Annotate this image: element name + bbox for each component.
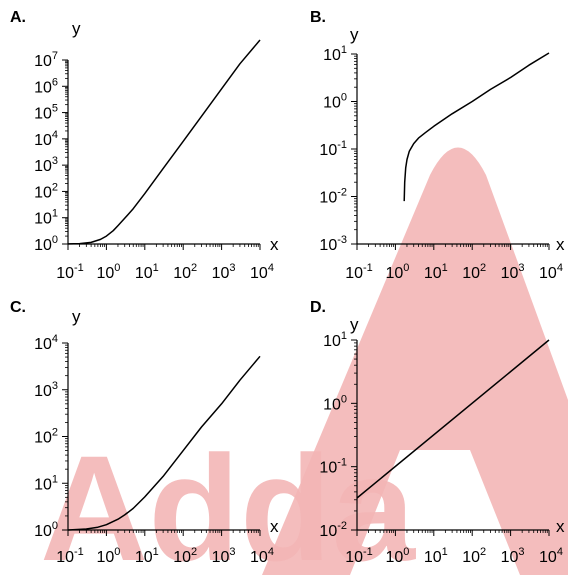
x-tick-label: 103	[212, 262, 236, 282]
chart-panel-c: C. y x 10-1 100 101 102 103 104 100 101 102 103 104	[10, 299, 279, 566]
x-tick-label: 100	[96, 546, 120, 566]
x-tick-label: 101	[135, 546, 159, 566]
x-axis-title: x	[556, 517, 565, 536]
x-tick-label: 102	[173, 546, 197, 566]
x-tick-label: 104	[250, 262, 274, 282]
y-tick-label: 102	[34, 427, 58, 447]
x-tick-label: 103	[501, 262, 525, 282]
y-tick-label: 101	[34, 473, 58, 493]
series-line	[356, 339, 550, 499]
y-axis-title: y	[350, 25, 359, 44]
y-tick-label: 106	[34, 76, 58, 96]
x-tick-label: 103	[212, 546, 236, 566]
panel-label: B.	[310, 9, 326, 26]
x-axis-title: x	[270, 235, 279, 254]
x-tick-label: 10-1	[345, 546, 373, 566]
x-axis-title: x	[556, 235, 565, 254]
panel-label: A.	[10, 9, 26, 26]
y-tick-label: 101	[323, 44, 347, 64]
watermark-text: Adda	[40, 424, 417, 575]
x-tick-label: 100	[385, 262, 409, 282]
y-axis-title: y	[350, 315, 359, 334]
y-tick-label: 100	[34, 520, 58, 540]
y-tick-label: 101	[34, 208, 58, 228]
y-tick-label: 10-2	[319, 520, 347, 540]
x-tick-label: 104	[539, 546, 563, 566]
y-tick-label: 104	[34, 129, 58, 149]
y-tick-label: 100	[34, 234, 58, 254]
y-tick-label: 10-3	[319, 234, 347, 254]
y-tick-label: 105	[34, 103, 58, 123]
chart-panel-d: D. y x 10-1 100 101 102 103 104 10-2 10-1 100 101	[310, 299, 565, 566]
x-tick-label: 102	[462, 262, 486, 282]
y-tick-label: 103	[34, 155, 58, 175]
y-tick-label: 10-2	[319, 187, 347, 207]
x-tick-label: 10-1	[56, 262, 84, 282]
x-tick-label: 101	[424, 262, 448, 282]
y-tick-label: 10-1	[319, 457, 347, 477]
y-axis-title: y	[72, 19, 81, 38]
y-tick-label: 103	[34, 380, 58, 400]
series-line	[67, 355, 261, 531]
x-tick-label: 100	[385, 546, 409, 566]
y-tick-label: 10-1	[319, 139, 347, 159]
x-tick-label: 102	[173, 262, 197, 282]
y-tick-label: 101	[323, 330, 347, 350]
panel-label: D.	[310, 299, 326, 316]
x-tick-label: 101	[424, 546, 448, 566]
x-axis-title: x	[270, 517, 279, 536]
x-tick-label: 103	[501, 546, 525, 566]
x-tick-label: 10-1	[345, 262, 373, 282]
panel-label: C.	[10, 299, 26, 316]
y-tick-label: 104	[34, 333, 58, 353]
x-tick-label: 10-1	[56, 546, 84, 566]
x-tick-label: 101	[135, 262, 159, 282]
series-line	[67, 39, 261, 245]
y-axis-title: y	[72, 307, 81, 326]
y-tick-label: 100	[323, 92, 347, 112]
x-tick-label: 102	[462, 546, 486, 566]
y-tick-label: 102	[34, 181, 58, 201]
x-tick-label: 104	[539, 262, 563, 282]
series-line	[403, 52, 550, 202]
chart-panel-b: B. y x 10-1 100 101 102 103 104 10-3 10-2 10-1 100 10…	[310, 9, 565, 282]
y-tick-label: 107	[34, 50, 58, 70]
y-tick-label: 100	[323, 393, 347, 413]
watermark-shape	[262, 147, 568, 575]
chart-panel-a: A. y x 10-1 100 101 102 103 104 100 101 102 103 104 10…	[10, 9, 279, 282]
x-tick-label: 104	[250, 546, 274, 566]
x-tick-label: 100	[96, 262, 120, 282]
